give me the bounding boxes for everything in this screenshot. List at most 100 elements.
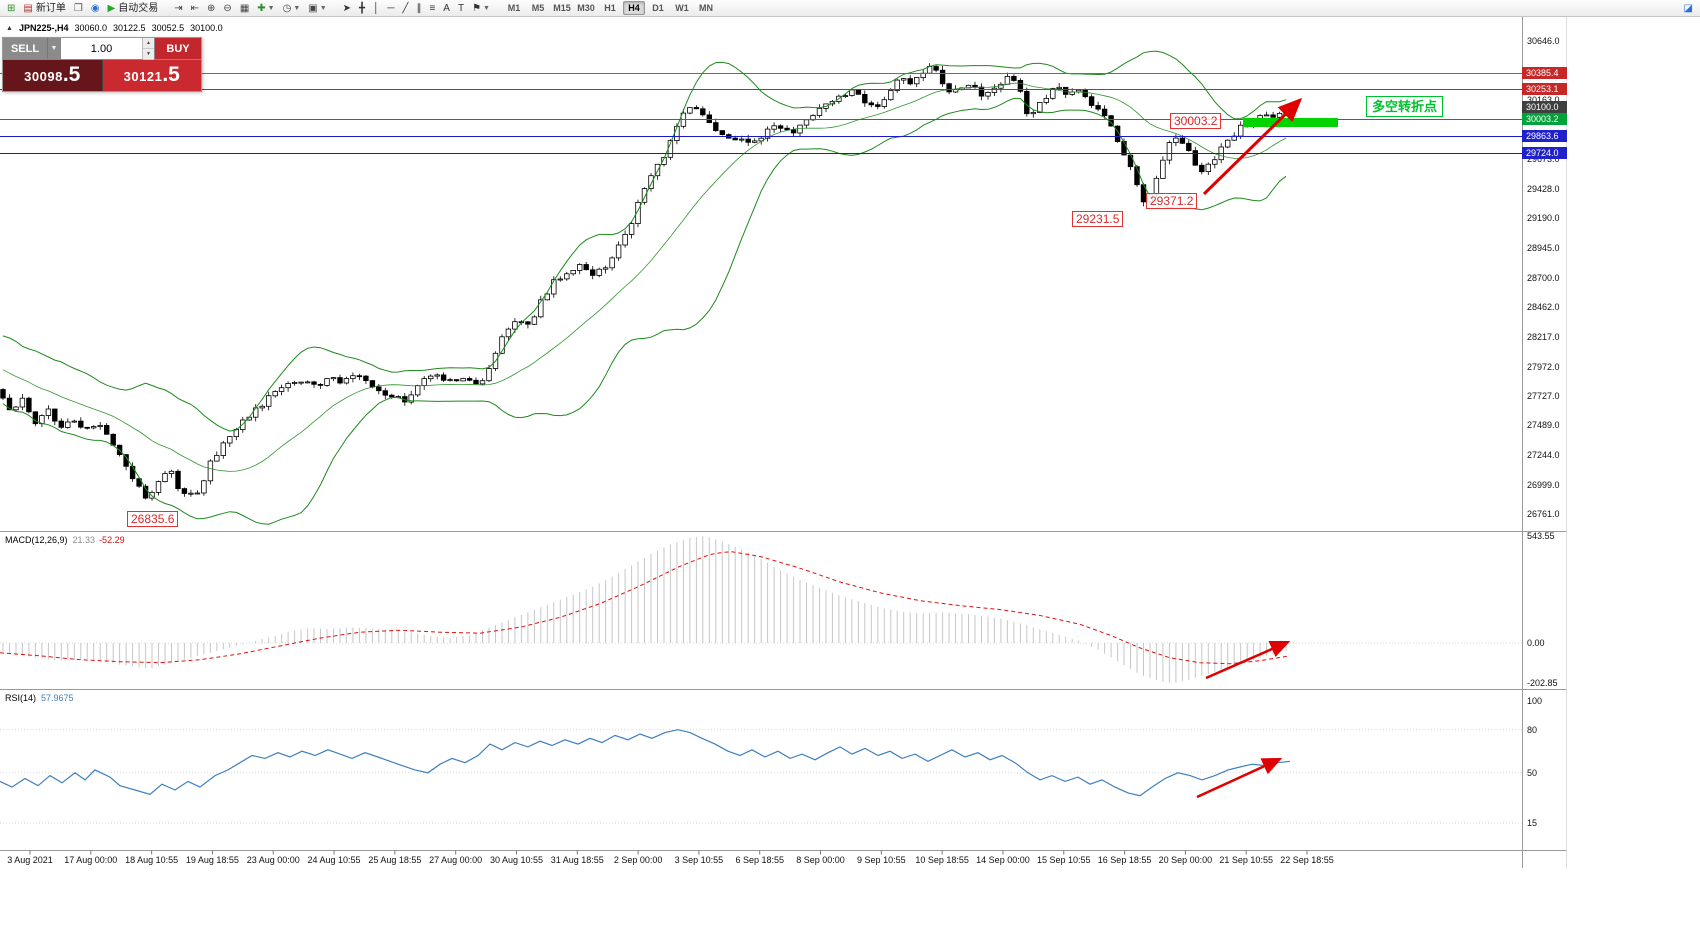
ohlc-close: 30100.0 xyxy=(190,23,223,33)
timeframe-d1-button[interactable]: D1 xyxy=(652,3,664,13)
time-axis-label: 27 Aug 00:00 xyxy=(429,855,483,865)
order-type-dropdown-icon[interactable]: ▼ xyxy=(47,38,60,59)
volume-stepper[interactable]: ▲ ▼ xyxy=(142,38,154,60)
time-axis[interactable]: 3 Aug 2021 17 Aug 00:00 18 Aug 10:55 19 Aug… xyxy=(0,851,1566,869)
dropdown-arrow-icon[interactable]: ▼ xyxy=(267,4,275,12)
spin-down-icon[interactable]: ▼ xyxy=(143,49,154,60)
price-hline[interactable] xyxy=(0,153,1522,154)
ohlc-high: 30122.5 xyxy=(113,23,146,33)
zoom-in-button[interactable]: ⊕ xyxy=(204,1,218,16)
timeframe-h1-button[interactable]: H1 xyxy=(604,3,616,13)
candlesticks xyxy=(0,66,1289,499)
new-order-button-label: 新订单 xyxy=(35,2,66,14)
timeframe-m1-button[interactable]: M1 xyxy=(507,3,521,13)
app-button[interactable]: ◪ xyxy=(1681,1,1696,16)
timeframe-w1-button[interactable]: W1 xyxy=(675,3,689,13)
timeframe-m30-button[interactable]: M30 xyxy=(577,3,595,13)
timeframe-m5-button[interactable]: M5 xyxy=(531,3,545,13)
price-axis-label: 28217.0 xyxy=(1527,331,1560,342)
autotrading-button[interactable]: ▶ 自动交易 xyxy=(105,1,162,16)
price-hline[interactable] xyxy=(0,73,1522,74)
arrows-button[interactable]: ⚑ ▼ xyxy=(469,1,493,16)
channel-icon: ∥ xyxy=(416,2,422,14)
top-toolbar: ⊞ ▤ 新订单 ❐ ◉ ▶ 自动交易 ⇥ ⇤ ⊕ ⊖ ▦ ✚ ▼ ◷ ▼ ▣ ▼ ➤ ╋ │ ─ ╱ ∥ ≡ A T ⚑ ▼ M1 M5 M… xyxy=(0,0,1700,17)
buy-price-pips: .5 xyxy=(162,63,180,86)
community-button[interactable]: ◉ xyxy=(88,1,103,16)
time-axis-label: 16 Sep 18:55 xyxy=(1097,855,1152,865)
tile-windows-button[interactable]: ▦ xyxy=(237,1,252,16)
time-axis-label: 24 Aug 10:55 xyxy=(307,855,361,865)
price-annotation-30003[interactable]: 30003.2 xyxy=(1170,113,1222,129)
templates-button[interactable]: ▣ ▼ xyxy=(305,1,329,16)
periods-button[interactable]: ◷ ▼ xyxy=(280,1,304,16)
dropdown-arrow-icon[interactable]: ▼ xyxy=(319,4,327,12)
price-axis-label: 28700.0 xyxy=(1527,272,1560,283)
price-annotation-29231[interactable]: 29231.5 xyxy=(1072,211,1124,227)
timeframe-toolbar: M1 M5 M15 M30 H1 H4 D1 W1 MN xyxy=(502,1,718,15)
time-axis-label: 6 Sep 18:55 xyxy=(735,855,784,865)
autotrading-button-label: 自动交易 xyxy=(118,2,159,14)
vertical-line-icon: │ xyxy=(373,2,380,14)
chart-profiles-button[interactable]: ❐ xyxy=(71,1,86,16)
crosshair-button[interactable]: ╋ xyxy=(356,1,368,16)
spin-up-icon[interactable]: ▲ xyxy=(143,38,154,49)
fibonacci-icon: ≡ xyxy=(429,2,436,14)
price-scale[interactable]: 30646.0 30163.0 29673.0 29428.0 29190.0 28945… xyxy=(1522,17,1568,868)
price-axis-label: 26999.0 xyxy=(1527,480,1560,491)
price-annotation-29371[interactable]: 29371.2 xyxy=(1146,193,1198,209)
sell-price[interactable]: 30098 .5 xyxy=(3,60,103,91)
time-axis-label: 14 Sep 00:00 xyxy=(976,855,1030,865)
channel-button[interactable]: ∥ xyxy=(413,1,424,16)
pivot-level-highlight-bar[interactable] xyxy=(1243,118,1338,127)
price-axis-label: 27244.0 xyxy=(1527,450,1560,461)
price-hline[interactable] xyxy=(0,89,1522,90)
rsi-scale-label: 15 xyxy=(1527,818,1538,828)
bollinger-upper-band xyxy=(2,50,1287,432)
dropdown-arrow-icon[interactable]: ▼ xyxy=(483,4,490,12)
timeframe-m15-button[interactable]: M15 xyxy=(553,3,571,13)
zoom-out-button[interactable]: ⊖ xyxy=(220,1,234,16)
price-annotation-26835[interactable]: 26835.6 xyxy=(127,511,179,527)
buy-price[interactable]: 30121 .5 xyxy=(102,60,201,91)
chart-shift-icon: ⇤ xyxy=(190,2,200,14)
community-icon: ◉ xyxy=(90,2,100,14)
collapse-icon[interactable]: ▲ xyxy=(6,24,13,32)
candle-wicks xyxy=(2,63,1287,501)
time-axis-label: 18 Aug 10:55 xyxy=(125,855,179,865)
time-axis-label: 8 Sep 00:00 xyxy=(796,855,845,865)
new-order-button[interactable]: ▤ 新订单 xyxy=(20,1,68,16)
crosshair-icon: ╋ xyxy=(359,2,366,14)
buy-button[interactable]: BUY xyxy=(155,38,201,59)
label-button[interactable]: T xyxy=(455,1,467,16)
auto-scroll-icon: ⇥ xyxy=(174,2,183,14)
timeframe-mn-button[interactable]: MN xyxy=(698,3,713,13)
rsi-scale-label: 50 xyxy=(1527,767,1538,778)
price-axis-label: 30646.0 xyxy=(1527,36,1560,46)
macd-signal-value: -52.29 xyxy=(99,535,125,545)
pivot-point-label[interactable]: 多空转折点 xyxy=(1366,96,1444,117)
cursor-button[interactable]: ➤ xyxy=(340,1,354,16)
price-marker: 30385.4 xyxy=(1522,66,1567,79)
volume-input[interactable] xyxy=(61,38,142,59)
macd-histogram xyxy=(2,536,1287,683)
one-click-trading-panel: SELL ▼ ▲ ▼ BUY 30098 .5 30121 .5 xyxy=(2,37,202,92)
new-chart-button[interactable]: ⊞ xyxy=(4,1,18,16)
time-axis-label: 3 Aug 2021 xyxy=(7,855,53,865)
fibonacci-button[interactable]: ≡ xyxy=(426,1,438,16)
horizontal-line-button[interactable]: ─ xyxy=(384,1,397,16)
trendline-button[interactable]: ╱ xyxy=(399,1,411,16)
sell-button[interactable]: SELL xyxy=(3,38,47,59)
chart-shift-button[interactable]: ⇤ xyxy=(188,1,202,16)
auto-scroll-button[interactable]: ⇥ xyxy=(171,1,185,16)
timeframe-h4-button[interactable]: H4 xyxy=(622,1,645,15)
dropdown-arrow-icon[interactable]: ▼ xyxy=(293,4,301,12)
price-hline[interactable] xyxy=(0,136,1522,137)
text-button[interactable]: A xyxy=(440,1,453,16)
price-hline[interactable] xyxy=(0,119,1522,120)
indicators-button[interactable]: ✚ ▼ xyxy=(254,1,277,16)
vertical-line-button[interactable]: │ xyxy=(370,1,382,16)
price-marker: 29724.0 xyxy=(1522,147,1567,160)
buy-price-main: 30121 xyxy=(123,69,163,84)
